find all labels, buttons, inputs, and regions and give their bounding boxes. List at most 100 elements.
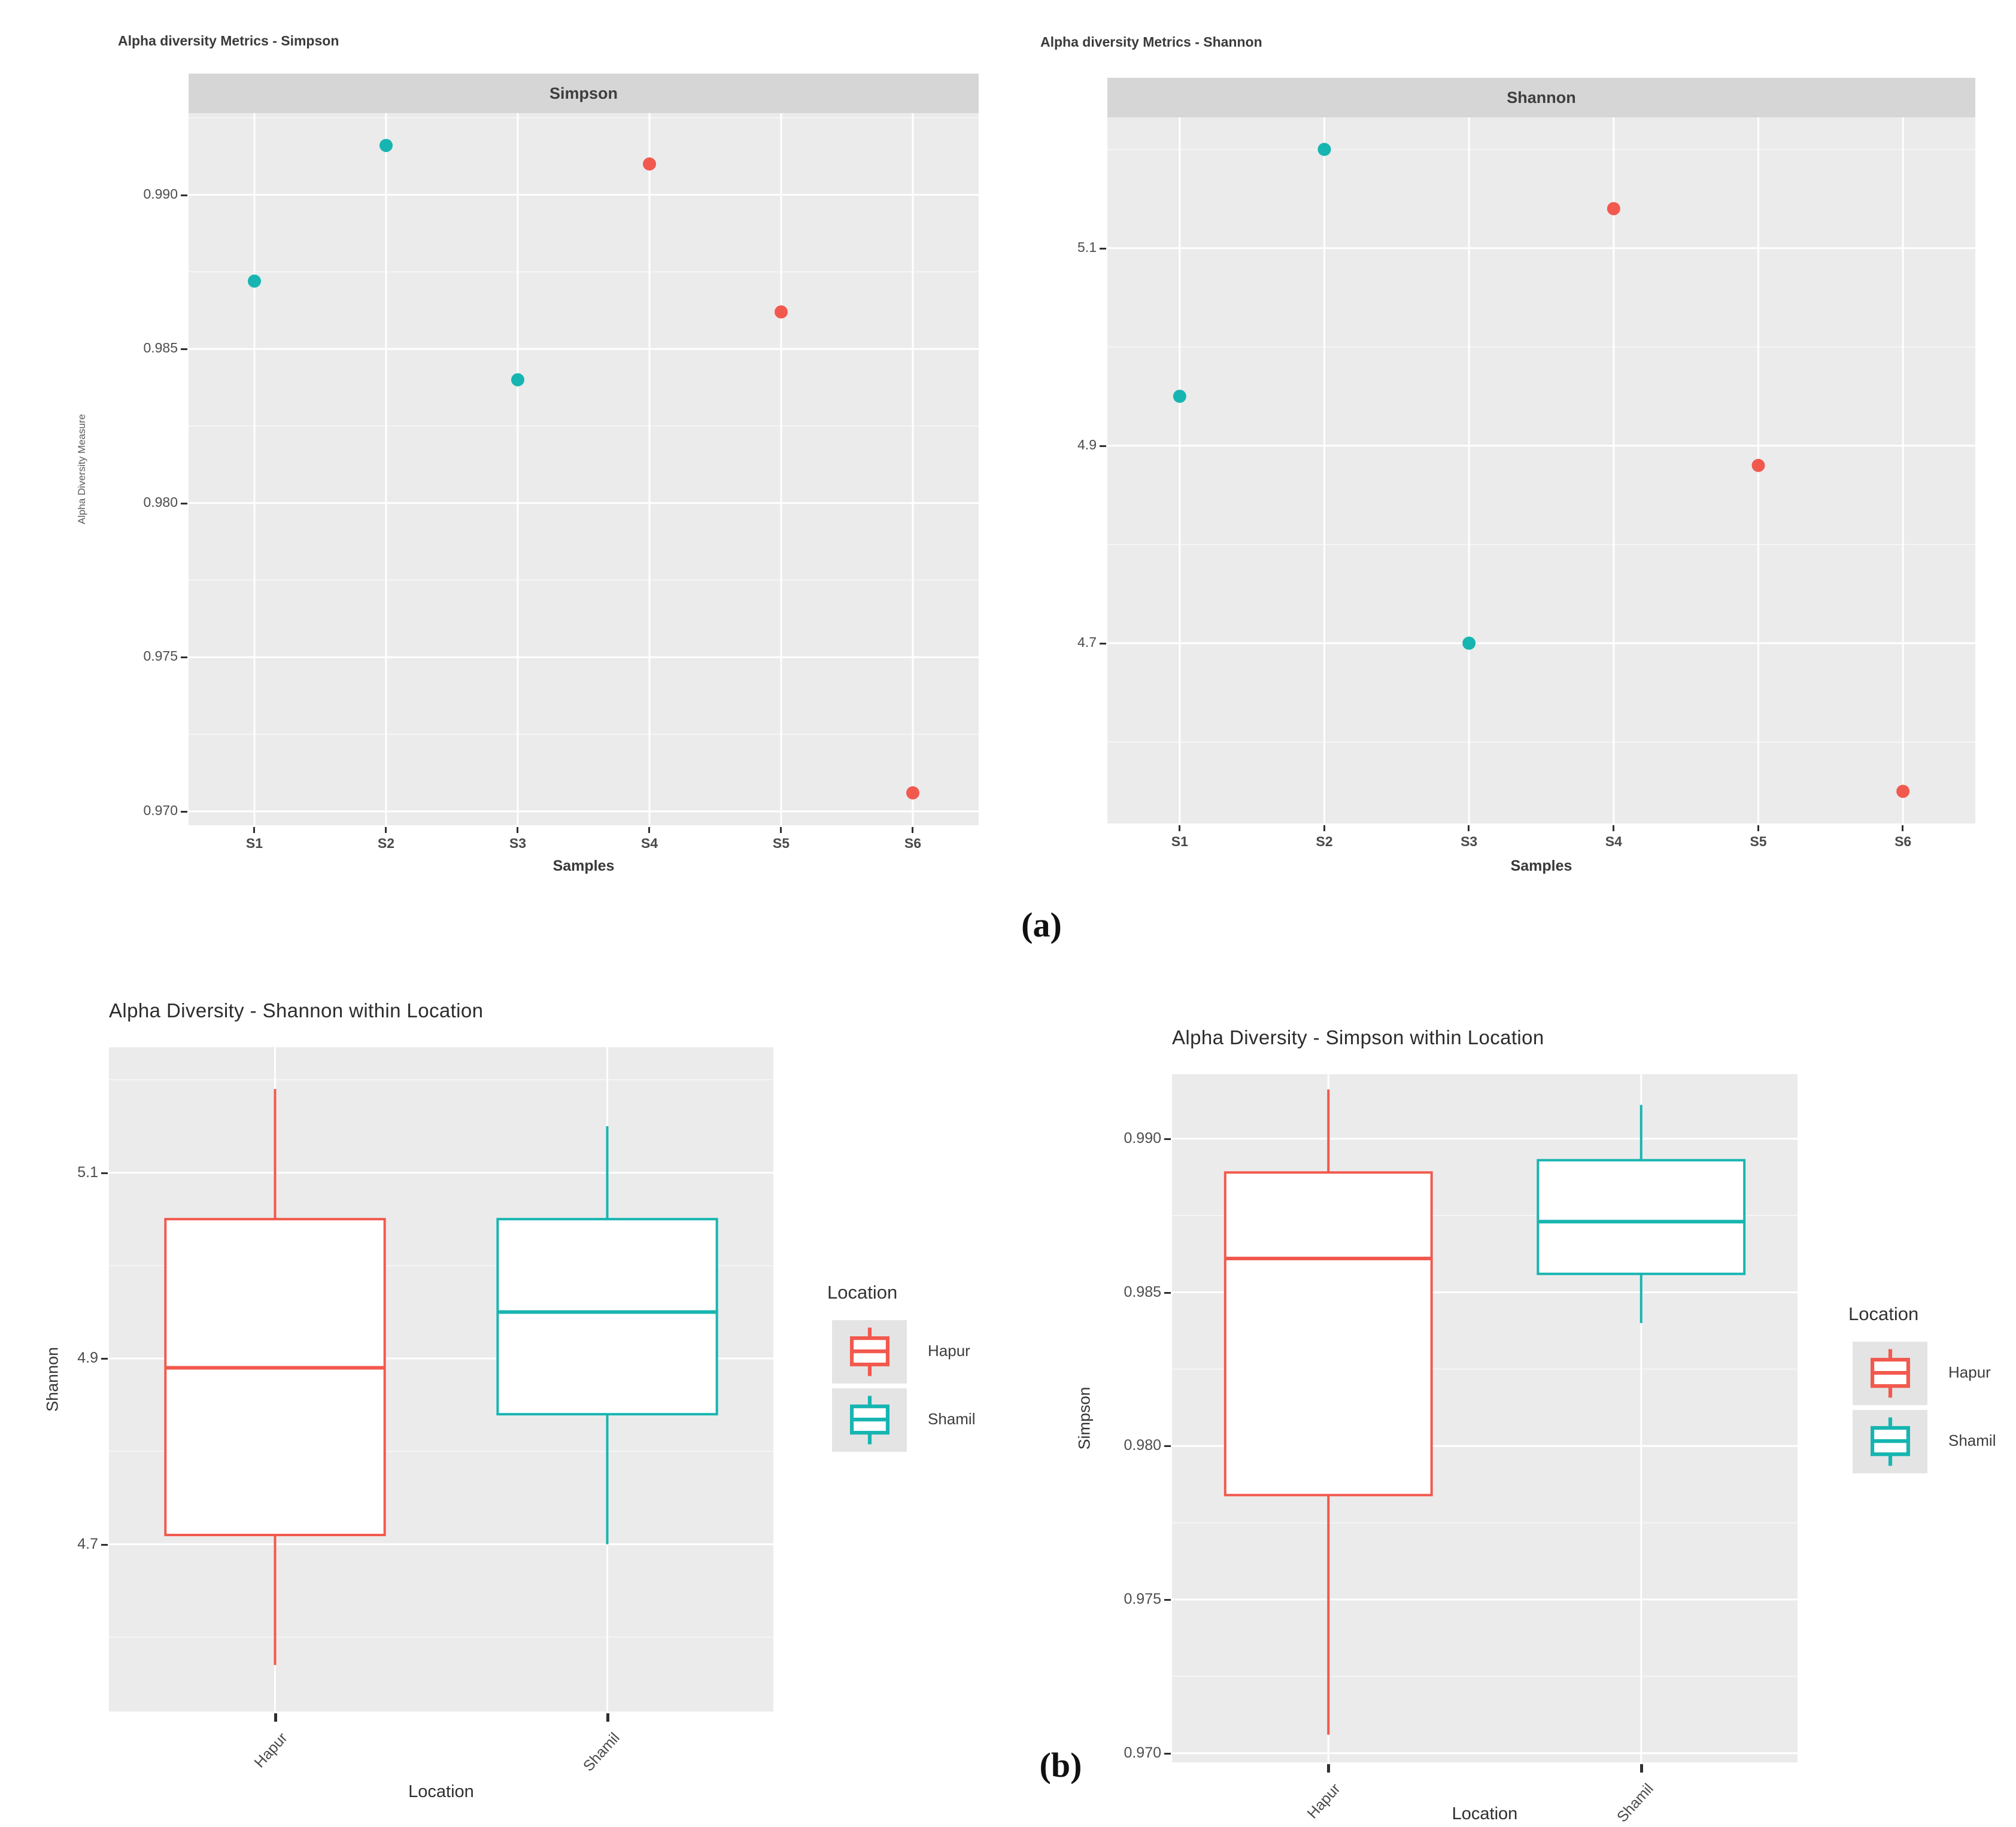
plot-panel [1172,1074,1798,1762]
boxplot-key-icon [849,1327,889,1376]
data-point-S5 [1751,458,1765,472]
y-tick-mark [181,348,187,351]
y-tick-label: 0.980 [143,494,178,510]
y-tick-label: 0.970 [1124,1744,1161,1761]
x-tick-mark [1327,1764,1331,1773]
y-tick-label: 4.9 [1077,436,1097,452]
x-tick-label-S1: S1 [245,835,263,851]
legend-label-shamil: Shamil [1948,1431,1996,1449]
legend-key-hapur [832,1320,907,1384]
facet-strip: Simpson [189,74,979,113]
x-tick-label-S6: S6 [1894,834,1912,849]
y-tick-mark [1164,1598,1171,1601]
legend-key-hapur [1853,1342,1927,1405]
y-tick-label: 0.990 [1124,1129,1161,1147]
y-tick-mark [181,194,187,196]
y-tick-mark [1100,642,1106,645]
y-tick-label: 0.970 [143,802,178,818]
x-tick-mark [1757,825,1759,831]
x-axis-label: Location [1452,1804,1518,1823]
box-Shamil [1537,1159,1746,1275]
x-tick-label-S5: S5 [772,835,790,851]
legend-title: Location [1848,1303,1919,1324]
box-Shamil [496,1218,718,1416]
x-tick-mark [1902,825,1904,831]
y-tick-mark [181,502,187,504]
boxplot-key-icon [1870,1349,1910,1398]
x-tick-label-S2: S2 [1316,834,1333,849]
box-Hapur [1223,1171,1433,1497]
boxplot-key-icon [1870,1417,1910,1466]
y-tick-mark [1100,247,1106,250]
data-point-S4 [1607,202,1620,215]
x-axis-label: Samples [552,858,615,874]
shannon-box-chart: Alpha Diversity - Shannon within Locatio… [36,975,994,1827]
y-tick-label: 0.985 [143,340,178,356]
x-tick-label-S6: S6 [904,835,922,851]
chart-title: Alpha Diversity - Shannon within Locatio… [109,999,484,1022]
x-tick-mark [1468,825,1470,831]
legend-label-hapur: Hapur [1948,1363,1991,1381]
y-tick-mark [1164,1138,1171,1140]
data-point-S1 [248,274,261,288]
legend-key-shamil [1853,1410,1927,1473]
data-point-S3 [1462,636,1476,650]
y-tick-label: 4.7 [77,1535,98,1552]
x-tick-label-S3: S3 [509,835,527,851]
y-tick-mark [181,656,187,659]
data-point-S2 [1317,142,1331,156]
x-tick-mark [385,827,387,833]
x-tick-label-S4: S4 [640,835,658,851]
x-tick-mark [780,827,782,833]
x-tick-mark [253,827,255,833]
y-tick-mark [101,1543,108,1546]
plot-panel [109,1047,773,1712]
x-tick-mark [606,1713,609,1722]
data-point-S2 [379,139,393,153]
y-tick-label: 5.1 [1077,239,1097,255]
legend-title: Location [827,1282,898,1303]
x-tick-mark [1639,1764,1643,1773]
legend-label-shamil: Shamil [928,1410,976,1428]
x-tick-mark [912,827,913,833]
shannon-scatter-plot-area [1107,117,1975,823]
box-Hapur [164,1218,386,1537]
y-tick-label: 5.1 [77,1163,98,1181]
x-axis-label: Samples [1510,858,1572,874]
y-axis-label: Alpha Diversity Measure [76,414,87,525]
y-tick-mark [1164,1291,1171,1294]
shannon-box-plot-area [109,1047,773,1712]
x-tick-mark [274,1713,277,1722]
chart-title: Alpha Diversity - Simpson within Locatio… [1172,1026,1544,1048]
shannon-scatter-chart: Alpha diversity Metrics - Shannon Shanno… [1036,9,1996,883]
x-tick-mark [517,827,518,833]
y-tick-label: 4.9 [77,1349,98,1367]
x-tick-mark [1178,825,1180,831]
data-point-S6 [1896,785,1910,798]
y-tick-label: 0.975 [1124,1590,1161,1607]
simpson-scatter-plot-area [189,113,979,825]
plot-panel [189,113,979,825]
boxplot-key-icon [849,1396,889,1445]
panel-label-b: (b) [1039,1746,1082,1785]
x-tick-label-S3: S3 [1461,834,1478,849]
x-tick-label-S1: S1 [1171,834,1188,849]
y-tick-mark [101,1172,108,1174]
chart-title: Alpha diversity Metrics - Shannon [1040,34,1262,50]
x-tick-label-S2: S2 [377,835,395,851]
y-tick-label: 0.980 [1124,1437,1161,1454]
y-tick-mark [1100,445,1106,447]
simpson-scatter-chart: Alpha diversity Metrics - Simpson Simpso… [51,9,994,883]
data-point-S4 [643,157,656,171]
data-point-S6 [906,786,919,799]
y-tick-mark [1164,1445,1171,1448]
y-tick-mark [1164,1752,1171,1755]
panel-label-a: (a) [1021,905,1062,944]
data-point-S5 [775,305,788,319]
y-tick-label: 0.985 [1124,1283,1161,1300]
facet-strip-label: Simpson [549,84,618,102]
y-tick-mark [101,1358,108,1360]
x-tick-label-S4: S4 [1605,834,1622,849]
plot-panel [1107,117,1975,823]
